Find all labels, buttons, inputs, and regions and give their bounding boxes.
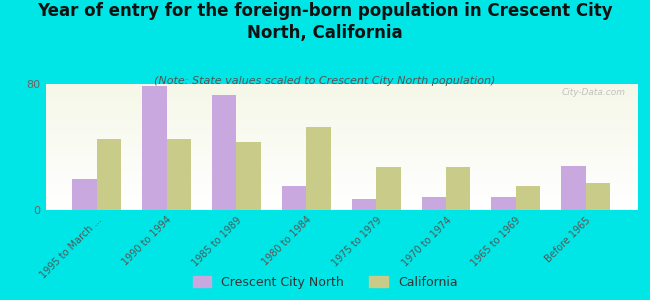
Bar <box>561 166 586 210</box>
Text: City-Data.com: City-Data.com <box>561 88 625 97</box>
Bar <box>586 183 610 210</box>
Text: Year of entry for the foreign-born population in Crescent City
North, California: Year of entry for the foreign-born popul… <box>37 2 613 42</box>
Bar <box>352 199 376 210</box>
Text: (Note: State values scaled to Crescent City North population): (Note: State values scaled to Crescent C… <box>154 76 496 86</box>
Bar <box>282 186 306 210</box>
Bar <box>142 85 166 210</box>
Legend: Crescent City North, California: Crescent City North, California <box>188 271 462 294</box>
Bar <box>516 186 540 210</box>
Bar <box>212 95 237 210</box>
Bar <box>422 197 446 210</box>
Bar <box>446 167 471 210</box>
Bar <box>166 139 191 210</box>
Bar <box>237 142 261 210</box>
Bar <box>97 139 122 210</box>
Bar <box>491 197 516 210</box>
Bar <box>306 127 331 210</box>
Bar <box>376 167 400 210</box>
Bar <box>72 178 97 210</box>
